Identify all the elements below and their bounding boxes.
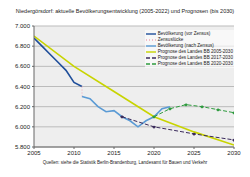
html-text:Bevölkerung (vor Zensus): Bevölkerung (vor Zensus) <box>157 31 211 36</box>
svg-text:7.000: 7.000 <box>15 23 31 29</box>
svg-text:6.800: 6.800 <box>15 43 31 49</box>
svg-text:2030: 2030 <box>227 150 241 156</box>
svg-text:6.400: 6.400 <box>15 84 31 90</box>
html-text:Niedergörsdorf: aktuelle Bevöl: Niedergörsdorf: aktuelle Bevölkerungsent… <box>15 8 235 14</box>
svg-text:2025: 2025 <box>187 150 201 156</box>
html-text:Prognose des Landes BB 2020-20: Prognose des Landes BB 2020-2030 <box>157 61 233 66</box>
html-text:Zensuslücke: Zensuslücke <box>157 37 184 42</box>
svg-text:2010: 2010 <box>67 150 81 156</box>
html-text:Prognose des Landes BB 2017-20: Prognose des Landes BB 2017-2030 <box>157 55 233 60</box>
svg-text:6.600: 6.600 <box>15 63 31 69</box>
svg-text:2020: 2020 <box>147 150 161 156</box>
html-text:Quellen: siehe die Statistik B: Quellen: siehe die Statistik Berlin-Bran… <box>42 160 208 165</box>
svg-text:6.000: 6.000 <box>15 124 31 130</box>
html-text:Bevölkerung (nach Zensus): Bevölkerung (nach Zensus) <box>157 43 214 48</box>
html-text:Prognose des Landes BB 2005-20: Prognose des Landes BB 2005-2030 <box>157 49 233 54</box>
svg-text:2005: 2005 <box>27 150 41 156</box>
svg-text:2015: 2015 <box>107 150 121 156</box>
svg-text:6.200: 6.200 <box>15 104 31 110</box>
svg-text:5.800: 5.800 <box>15 144 31 150</box>
